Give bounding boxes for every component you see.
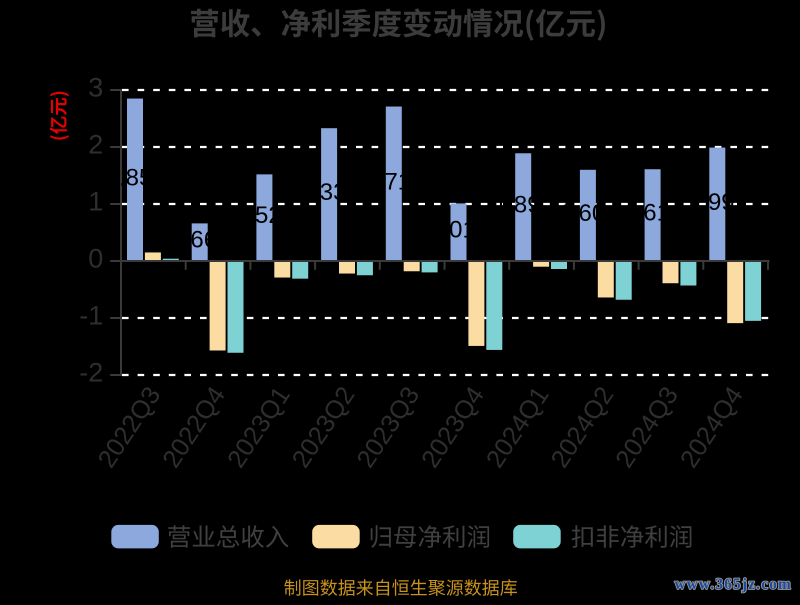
svg-text:1.01: 1.01 [429, 217, 476, 244]
svg-text:2.33: 2.33 [300, 179, 347, 206]
svg-text:1.99: 1.99 [688, 189, 735, 216]
svg-text:3: 3 [88, 73, 103, 103]
svg-text:-1: -1 [79, 301, 103, 331]
svg-text:2: 2 [88, 130, 103, 160]
svg-text:0: 0 [88, 244, 103, 274]
svg-text:2.85: 2.85 [106, 164, 153, 191]
svg-text:1.61: 1.61 [623, 200, 670, 227]
svg-text:www.365jz.com: www.365jz.com [674, 576, 792, 593]
svg-text:0.66: 0.66 [170, 227, 217, 254]
svg-text:-2: -2 [79, 358, 103, 388]
svg-text:1.52: 1.52 [235, 202, 282, 229]
svg-text:1: 1 [88, 187, 103, 217]
svg-text:2.71: 2.71 [364, 168, 411, 195]
svg-text:1.89: 1.89 [494, 192, 541, 219]
svg-text:1.60: 1.60 [559, 200, 606, 227]
